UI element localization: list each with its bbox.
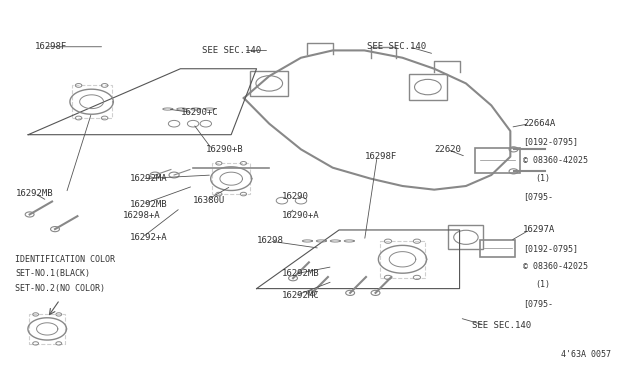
Text: 22664A: 22664A (523, 119, 556, 128)
Text: [0192-0795]: [0192-0795] (523, 244, 578, 253)
Text: 4'63A 0057: 4'63A 0057 (561, 350, 611, 359)
Text: 16292+A: 16292+A (130, 233, 167, 242)
Bar (409, 74, 447, 100)
Text: 22620: 22620 (434, 145, 461, 154)
Text: 16290: 16290 (282, 192, 309, 202)
Text: 16292MB: 16292MB (130, 200, 167, 209)
Text: (1): (1) (536, 280, 550, 289)
Text: 16292MB: 16292MB (15, 189, 53, 198)
Text: [0192-0795]: [0192-0795] (523, 138, 578, 147)
Text: 16298F: 16298F (364, 152, 397, 161)
Text: SEE SEC.140: SEE SEC.140 (367, 42, 426, 51)
Text: 16290+B: 16290+B (206, 145, 243, 154)
Text: 16380U: 16380U (193, 196, 225, 205)
Text: [0795-: [0795- (523, 192, 553, 202)
Text: SEE SEC.140: SEE SEC.140 (202, 46, 260, 55)
Text: © 08360-42025: © 08360-42025 (523, 262, 588, 271)
Bar (449, 225, 483, 249)
Bar (250, 71, 288, 96)
Text: © 08360-42025: © 08360-42025 (523, 156, 588, 165)
Text: IDENTIFICATION COLOR: IDENTIFICATION COLOR (15, 255, 115, 264)
Text: 16292MA: 16292MA (130, 174, 167, 183)
Text: 16290+A: 16290+A (282, 211, 319, 220)
Bar (380, 241, 425, 278)
Text: SET-NO.1(BLACK): SET-NO.1(BLACK) (15, 269, 90, 279)
Text: [0795-: [0795- (523, 299, 553, 308)
Bar (72, 85, 111, 118)
Text: SEE SEC.140: SEE SEC.140 (472, 321, 531, 330)
Bar (29, 314, 65, 344)
Text: SET-NO.2(NO COLOR): SET-NO.2(NO COLOR) (15, 284, 106, 293)
Bar (476, 148, 520, 173)
Bar (212, 163, 250, 194)
Text: 16292MC: 16292MC (282, 291, 319, 301)
Bar (480, 240, 515, 257)
Text: 16298+A: 16298+A (124, 211, 161, 220)
Text: (1): (1) (536, 174, 550, 183)
Text: 16298F: 16298F (35, 42, 67, 51)
Text: 16297A: 16297A (523, 225, 556, 234)
Text: 16298: 16298 (257, 237, 284, 246)
Text: 16292MB: 16292MB (282, 269, 319, 279)
Text: 16290+C: 16290+C (180, 108, 218, 117)
